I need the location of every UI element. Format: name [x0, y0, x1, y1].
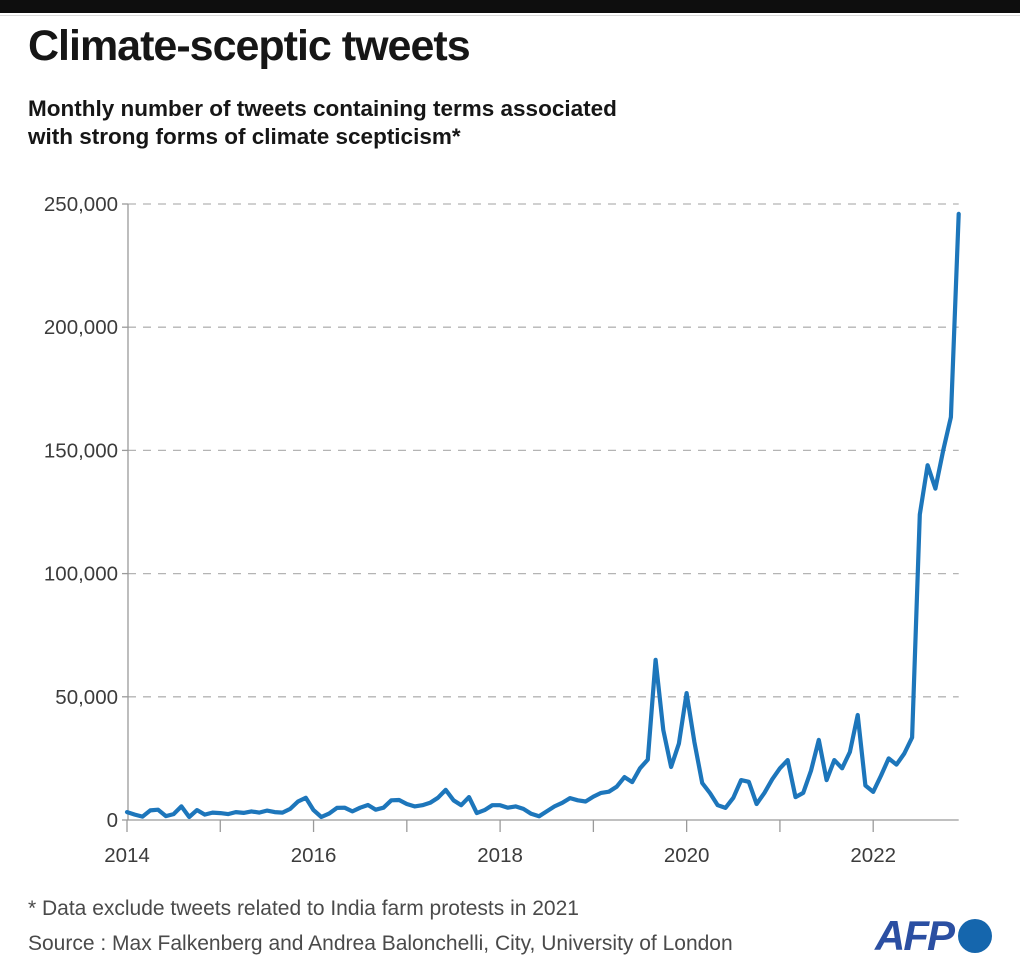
chart-subtitle-line2: with strong forms of climate scepticism* [28, 124, 461, 149]
afp-logo-text: AFP [875, 912, 955, 959]
top-divider [0, 15, 1020, 16]
footnote: * Data exclude tweets related to India f… [28, 897, 579, 920]
y-tick-label: 150,000 [44, 439, 118, 462]
afp-globe-icon [958, 919, 992, 953]
x-tick-label-2022: 2022 [850, 844, 896, 867]
x-tick-label-2016: 2016 [291, 844, 337, 867]
chart-subtitle: Monthly number of tweets containing term… [28, 95, 617, 151]
chart-subtitle-line1: Monthly number of tweets containing term… [28, 96, 617, 121]
y-tick-label: 0 [107, 809, 118, 832]
source-credit: Source : Max Falkenberg and Andrea Balon… [28, 932, 733, 955]
top-bar [0, 0, 1020, 13]
y-tick-label: 50,000 [55, 686, 118, 709]
x-tick-label-2014: 2014 [104, 844, 150, 867]
x-tick-label-2018: 2018 [477, 844, 523, 867]
page-title: Climate-sceptic tweets [28, 22, 471, 70]
x-tick-label-2020: 2020 [664, 844, 710, 867]
y-tick-label: 200,000 [44, 316, 118, 339]
data-line-climate-sceptic-tweets [124, 211, 961, 820]
y-tick-label: 100,000 [44, 563, 118, 586]
afp-logo: AFP [875, 912, 992, 959]
y-tick-label: 250,000 [44, 193, 118, 216]
